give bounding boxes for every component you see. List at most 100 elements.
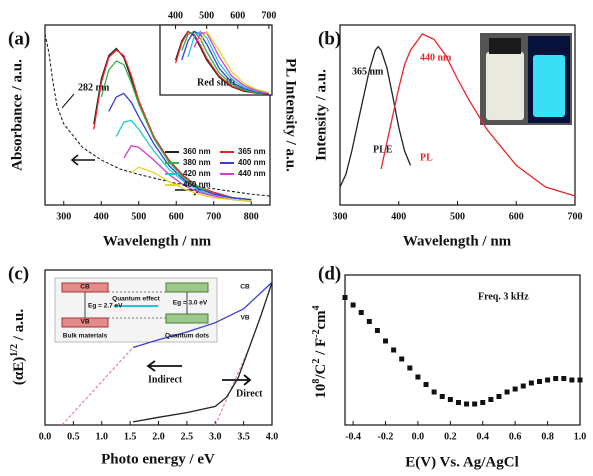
panel-label: (d): [318, 263, 341, 284]
annotation: Indirect: [148, 374, 183, 385]
data-point: [520, 383, 526, 389]
data-point: [439, 394, 445, 399]
data-line: [193, 31, 270, 94]
data-point: [399, 356, 405, 362]
data-line: [44, 33, 271, 197]
data-point: [512, 386, 518, 392]
x-axis-label: Photo energy / eV: [101, 451, 215, 467]
annotation: Red shift: [197, 77, 236, 88]
data-point: [528, 380, 534, 386]
x-tick-label: 600: [169, 211, 184, 222]
x-tick-label: 0.0: [39, 431, 52, 442]
x-tick-label: 0.4: [477, 431, 490, 442]
vial-daylight: [486, 52, 524, 120]
axis-arrow: [70, 154, 95, 166]
data-line: [339, 45, 412, 188]
data-point: [415, 374, 421, 380]
label-part: 2: [311, 359, 322, 364]
label-part: 4: [311, 305, 322, 310]
data-line: [181, 30, 269, 95]
data-line: [187, 30, 269, 94]
data-line: [123, 144, 252, 203]
x-tick-label: 300: [56, 211, 71, 222]
x-tick-label: 600: [230, 10, 245, 21]
plot-frame: [44, 24, 271, 206]
label-part: / a.u.: [11, 309, 27, 344]
data-point: [472, 401, 478, 407]
annotation: 282 nm: [78, 82, 110, 93]
legend-label: 400 nm: [238, 158, 266, 167]
y-axis-label: Intensity / a.u.: [313, 69, 329, 161]
x-tick-label: 0.0: [412, 431, 425, 442]
data-point: [350, 302, 356, 308]
data-point: [496, 394, 502, 399]
x-tick-label: 1.0: [574, 431, 587, 442]
diagram-label: Eg = 2.7 eV: [88, 303, 123, 310]
data-point: [391, 347, 397, 353]
data-line: [132, 282, 273, 423]
data-line: [132, 281, 273, 349]
label-part: (αE): [11, 357, 27, 385]
x-tick-label: 4.0: [266, 431, 279, 442]
axis-label: (αE)1/2 / a.u.: [9, 309, 28, 385]
x-tick-label: 400: [168, 10, 183, 21]
data-point: [383, 338, 389, 344]
label-part: -2: [311, 329, 322, 337]
x-tick-label: 0.6: [509, 431, 522, 442]
annotation-arrow: [146, 360, 182, 372]
x-axis-label: Wavelength / nm: [403, 233, 512, 249]
band-guide: [108, 291, 166, 319]
data-point: [342, 295, 348, 300]
x-tick-label: 2.0: [152, 431, 165, 442]
x-tick-label: 0.8: [541, 431, 554, 442]
data-point: [431, 389, 437, 395]
x-tick-label: 2.5: [181, 431, 194, 442]
data-point: [447, 397, 453, 402]
photo-inset: [480, 33, 572, 125]
legend-label: 365 nm: [238, 147, 266, 156]
label-part: 8: [311, 379, 322, 384]
data-line: [93, 49, 252, 201]
data-line: [380, 33, 576, 197]
annotation: 440 nm: [420, 52, 452, 63]
data-point: [374, 328, 380, 333]
x-tick-label: 700: [206, 211, 221, 222]
legend-label: 420 nm: [183, 169, 211, 178]
x-tick-label: 1.5: [124, 431, 137, 442]
data-line: [61, 347, 134, 426]
x-tick-label: 300: [333, 211, 348, 222]
x-tick-label: 700: [261, 10, 276, 21]
label-part: / F: [313, 338, 329, 359]
data-point: [464, 401, 470, 407]
annotation: Direct: [236, 388, 263, 399]
data-point: [423, 382, 429, 387]
diagram-label: Quantum dots: [165, 333, 209, 340]
x-axis-label: Wavelength / nm: [103, 233, 212, 249]
band-cb-dots: [165, 282, 209, 293]
data-line: [130, 166, 252, 203]
panel-label: (a): [8, 28, 30, 49]
x-tick-label: -0.2: [378, 431, 394, 442]
diagram-label: Quantum effect: [112, 296, 161, 303]
data-point: [366, 319, 372, 324]
data-point: [561, 376, 567, 381]
series-label: PLE: [373, 144, 393, 155]
plot-frame: [344, 274, 581, 426]
x-tick-label: -0.4: [345, 431, 361, 442]
x-axis-label: E(V) Vs. Ag/AgCl: [405, 454, 518, 470]
x-tick-label: 800: [244, 211, 259, 222]
data-point: [358, 310, 364, 315]
data-point: [504, 389, 510, 395]
legend-label: 460 nm: [183, 180, 211, 189]
data-point: [480, 400, 486, 405]
y2-axis-label: PL Intensity / a.u.: [283, 58, 299, 172]
data-point: [569, 377, 575, 383]
vial-cap: [489, 38, 521, 54]
diagram-label: Bulk materials: [63, 333, 108, 340]
label-part: 10: [313, 384, 329, 399]
x-tick-label: 3.5: [237, 431, 250, 442]
annotation-arrow: [61, 93, 75, 109]
panel-label: (c): [8, 263, 29, 284]
x-tick-label: 1.0: [96, 431, 109, 442]
x-tick-label: 500: [199, 10, 214, 21]
